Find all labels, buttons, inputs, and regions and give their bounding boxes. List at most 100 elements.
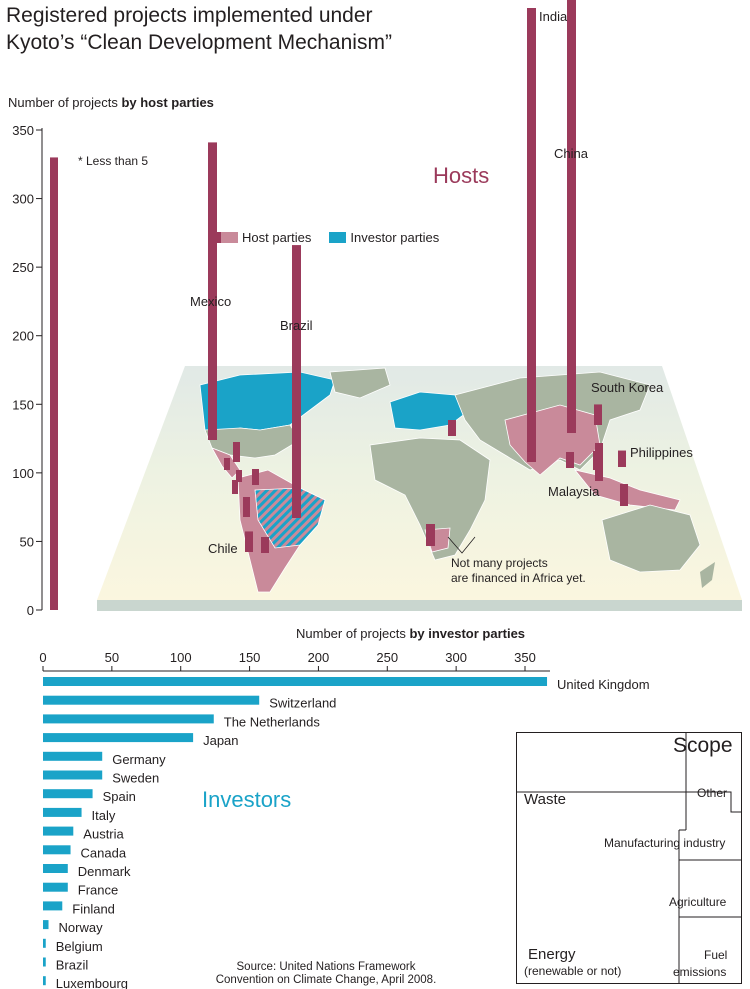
host-bar-label: China	[554, 146, 589, 161]
investor-axis-title-prefix: Number of projects	[296, 626, 410, 641]
source-line1: Source: United Nations Framework	[236, 961, 416, 973]
host-y-tick-label: 200	[12, 329, 34, 344]
africa-callout-line	[447, 536, 476, 554]
greenland-shape	[329, 367, 391, 399]
africa-annotation-line1: Not many projects	[451, 556, 548, 570]
scope-fuel-sublabel: emissions	[673, 965, 727, 979]
map-host-marker	[243, 497, 250, 517]
investor-x-tick-label: 300	[445, 650, 467, 665]
investor-bar-label: Belgium	[56, 939, 103, 954]
scope-waste-label: Waste	[524, 791, 566, 808]
africa-annotation-line2: are financed in Africa yet.	[451, 571, 586, 585]
host-y-tick-label: 100	[12, 466, 34, 481]
map-host-marker	[261, 537, 269, 553]
legend-item-host: Host parties	[216, 230, 311, 245]
host-bar-label: Mexico	[190, 294, 231, 309]
legend-swatch-host	[216, 232, 238, 243]
investor-bar	[43, 714, 214, 724]
host-bar	[594, 404, 602, 425]
investor-x-tick-label: 200	[308, 650, 330, 665]
host-y-tick-label: 250	[12, 260, 34, 275]
investor-bar	[43, 976, 46, 986]
investor-bar	[43, 807, 82, 817]
investor-bar	[43, 938, 46, 948]
host-bar-label: Brazil	[280, 318, 313, 333]
map-host-marker	[224, 458, 230, 470]
investor-axis-title: Number of projects by investor parties	[296, 626, 525, 641]
host-bar	[593, 450, 601, 470]
host-bar	[567, 0, 576, 434]
host-bar	[208, 142, 217, 440]
legend-label-host: Host parties	[242, 230, 312, 245]
investor-bar-label: Switzerland	[269, 696, 336, 711]
investor-bar	[43, 751, 103, 761]
host-axis-title-prefix: Number of projects	[8, 95, 122, 110]
investors-label: Investors	[202, 787, 292, 812]
investor-bar-label: Canada	[81, 845, 127, 860]
scope-treemap-lines	[516, 732, 742, 984]
investor-bar-label: Finland	[72, 901, 115, 916]
host-y-tick-label: 350	[12, 123, 34, 138]
investor-x-tick-label: 0	[39, 650, 46, 665]
investor-bar-label: Norway	[59, 920, 104, 935]
investor-bar	[43, 826, 74, 836]
investor-bars: United Kingdom Switzerland The Netherlands…	[43, 677, 650, 989]
chart-title: Registered projects implemented under Ky…	[6, 4, 392, 54]
source-line2: Convention on Climate Change, April 2008…	[215, 974, 437, 986]
host-axis-title-bold: by host parties	[121, 95, 214, 110]
africa-shape	[369, 437, 491, 561]
investor-bar	[43, 882, 68, 892]
investor-x-axis: 0 50 100 150 200 250 300 350	[39, 650, 550, 672]
investor-bar-label: France	[78, 883, 118, 898]
investor-bar	[43, 789, 93, 799]
host-bar-label: Chile	[208, 541, 238, 556]
host-y-tick-label: 150	[12, 397, 34, 412]
investor-bar	[43, 733, 194, 743]
investor-bar	[43, 845, 71, 855]
investor-bar-label: Spain	[103, 789, 136, 804]
scope-title: Scope	[673, 734, 733, 757]
investor-bar	[43, 695, 260, 705]
legend-swatch-investor	[329, 232, 347, 243]
host-axis-title: Number of projects by host parties	[8, 95, 214, 110]
map-host-marker	[232, 480, 238, 494]
map-base-edge	[97, 600, 742, 611]
host-bar	[245, 531, 253, 552]
host-y-tick-label: 300	[12, 192, 34, 207]
scope-energy-sublabel: (renewable or not)	[524, 964, 622, 978]
scope-agriculture-label: Agriculture	[669, 895, 727, 909]
investor-bar	[43, 677, 548, 686]
investor-bar-label: Germany	[112, 752, 166, 767]
legend-item-investor: Investor parties	[329, 230, 439, 245]
host-bar-label: Philippines	[630, 445, 693, 460]
investor-bar-label: Austria	[83, 827, 124, 842]
investor-x-tick-label: 100	[170, 650, 192, 665]
map-host-marker	[426, 524, 435, 546]
host-reference-bar	[50, 157, 58, 610]
investor-bar-label: Luxembourg	[56, 976, 128, 989]
host-bar	[527, 8, 536, 462]
investor-axis-title-bold: by investor parties	[409, 626, 526, 641]
investor-bar-label: Sweden	[112, 771, 159, 786]
host-bar-label: Malaysia	[548, 484, 600, 499]
hosts-label: Hosts	[433, 163, 490, 188]
investor-bar	[43, 864, 68, 873]
investor-x-tick-label: 250	[376, 650, 398, 665]
host-bar-label: South Korea	[591, 380, 664, 395]
investor-bar	[43, 770, 103, 780]
investor-bar-label: United Kingdom	[557, 677, 650, 692]
scope-manufacturing-label: Manufacturing industry	[604, 836, 726, 850]
host-bar	[618, 450, 626, 467]
source-note: Source: United Nations Framework Convent…	[214, 961, 438, 987]
host-y-tick-label: 0	[27, 603, 34, 618]
world-map	[97, 366, 742, 611]
scope-fuel-label: Fuel	[704, 948, 728, 962]
host-bar	[292, 245, 301, 519]
legend: Host parties Investor parties	[216, 230, 439, 245]
investor-bar	[43, 957, 46, 967]
map-host-marker	[252, 469, 259, 485]
investor-x-tick-label: 50	[105, 650, 119, 665]
host-bar-label: India	[539, 9, 568, 24]
new-zealand-shape	[700, 562, 715, 588]
